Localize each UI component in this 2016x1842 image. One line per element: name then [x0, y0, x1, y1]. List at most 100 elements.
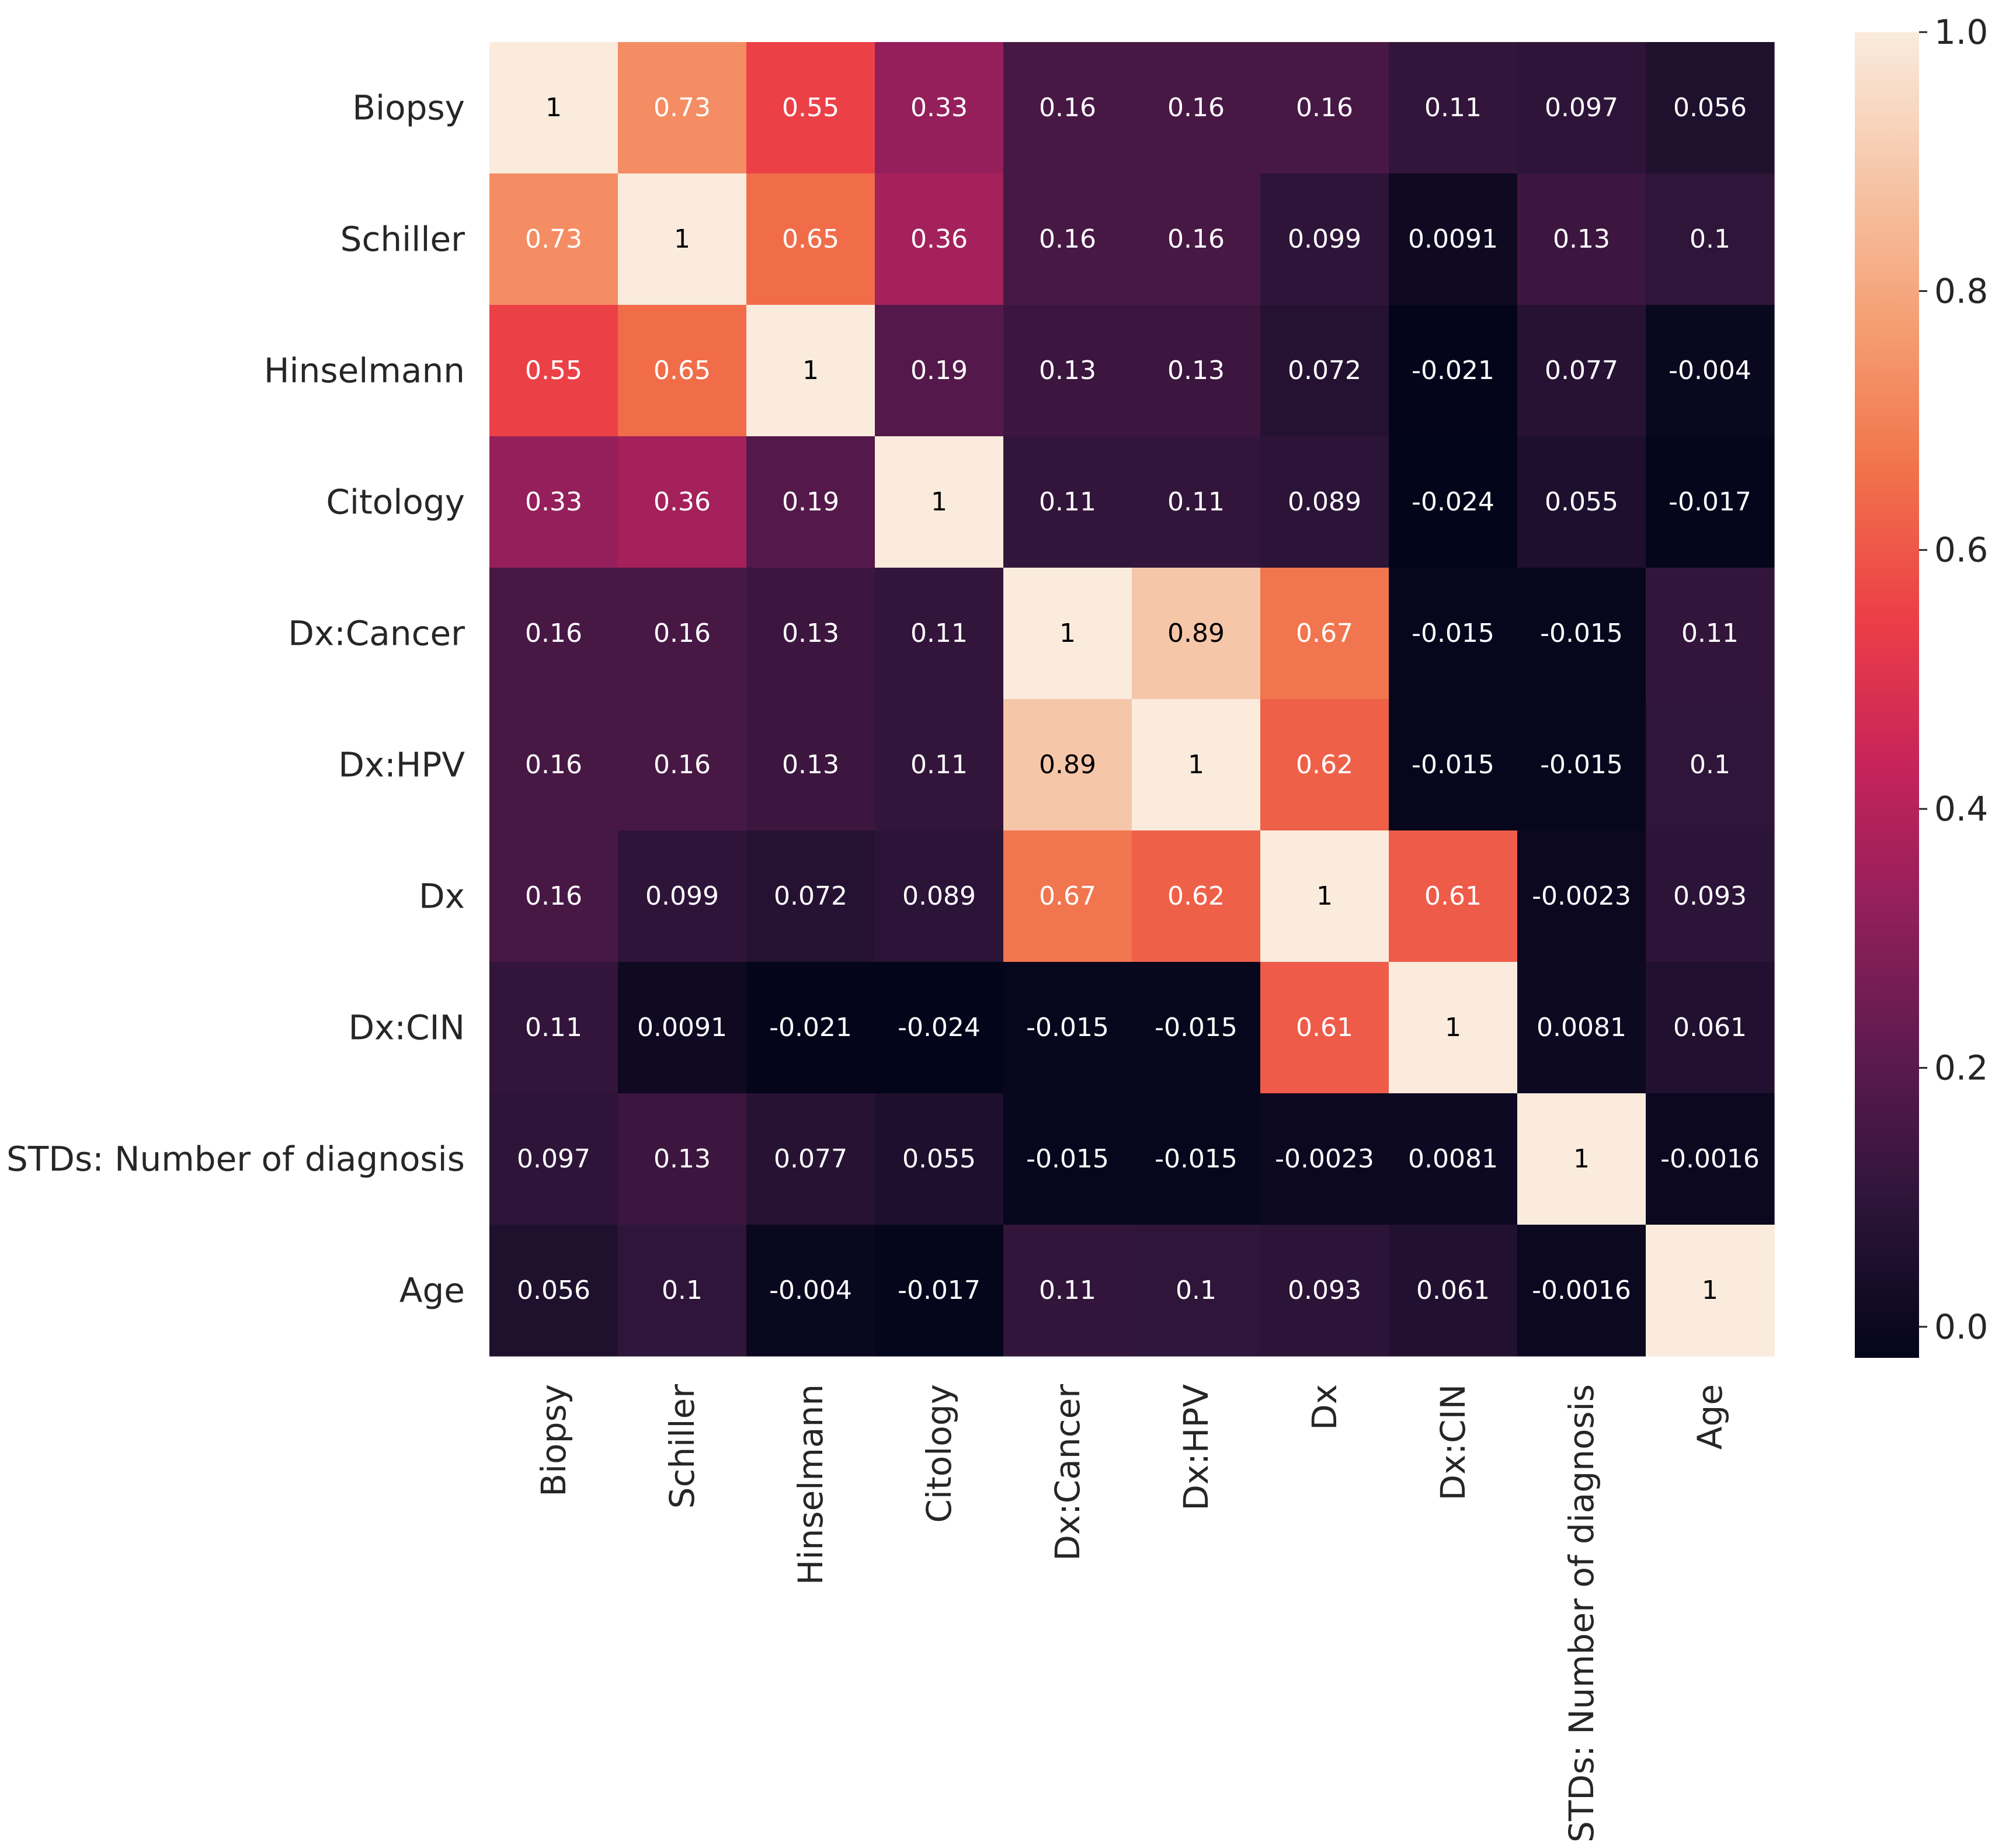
- row-label-dx-hpv: Dx:HPV: [338, 745, 465, 785]
- cell-annotation: 1: [1573, 1144, 1590, 1174]
- cell-annotation: 0.11: [525, 1013, 582, 1042]
- heatmap-cell: [1517, 830, 1646, 962]
- heatmap-cell: [1389, 42, 1518, 174]
- heatmap-cell: [618, 830, 747, 962]
- cell-annotation: 0.16: [525, 618, 582, 648]
- cell-annotation: -0.015: [1412, 618, 1494, 648]
- cell-annotation: -0.004: [769, 1276, 852, 1305]
- heatmap-cell: [1646, 568, 1775, 700]
- heatmap-cell: [489, 305, 618, 437]
- heatmap-cell: [1132, 173, 1261, 305]
- cell-annotation: 0.16: [1167, 224, 1225, 254]
- cell-annotation: 0.16: [654, 618, 711, 648]
- cell-annotation: 0.13: [654, 1144, 711, 1174]
- cell-annotation: -0.015: [1155, 1013, 1238, 1042]
- row-label-dx-cin: Dx:CIN: [348, 1008, 465, 1048]
- heatmap-cell: [1646, 699, 1775, 831]
- cell-annotation: 1: [1188, 750, 1204, 780]
- heatmap-cell: [618, 1225, 747, 1357]
- cell-annotation: 0.1: [1176, 1276, 1216, 1305]
- cell-annotation: 0.33: [525, 487, 582, 517]
- cell-annotation: 0.11: [1039, 1276, 1096, 1305]
- cell-annotation: 0.16: [1039, 93, 1096, 123]
- cell-annotation: 0.11: [910, 618, 968, 648]
- heatmap-cell: [1132, 436, 1261, 568]
- colorbar-tick-label: 1.0: [1934, 12, 1988, 52]
- heatmap-cell: [489, 173, 618, 305]
- column-label-hinselmann: Hinselmann: [791, 1384, 830, 1585]
- cell-annotation: 0.62: [1167, 881, 1225, 911]
- row-label-schiller: Schiller: [340, 220, 465, 259]
- heatmap-cell: [1132, 305, 1261, 437]
- heatmap-cell: [875, 436, 1004, 568]
- heatmap-cell: [1003, 699, 1132, 831]
- column-label-citology: Citology: [919, 1384, 959, 1523]
- heatmap-cell: [1389, 568, 1518, 700]
- cell-annotation: 0.19: [910, 356, 968, 385]
- heatmap-cell: [618, 568, 747, 700]
- colorbar-gradient: [1855, 32, 1919, 1358]
- cell-annotation: 0.36: [654, 487, 711, 517]
- cell-annotation: 1: [1059, 618, 1076, 648]
- cell-annotation: -0.017: [1669, 487, 1751, 517]
- heatmap-cell: [1132, 1225, 1261, 1357]
- heatmap-cell: [1003, 42, 1132, 174]
- row-label-stds-number-of-diagnosis: STDs: Number of diagnosis: [6, 1139, 465, 1179]
- cell-annotation: 0.55: [525, 356, 582, 385]
- cell-annotation: 0.61: [1296, 1013, 1353, 1042]
- cell-annotation: 0.0081: [1408, 1144, 1498, 1174]
- heatmap-cell: [1260, 1225, 1389, 1357]
- cell-annotation: 0.11: [1167, 487, 1225, 517]
- cell-annotation: 0.67: [1039, 881, 1096, 911]
- cell-annotation: 0.16: [1167, 93, 1225, 123]
- cell-annotation: 0.055: [902, 1144, 976, 1174]
- heatmap-cell: [746, 42, 875, 174]
- column-label-schiller: Schiller: [662, 1384, 702, 1509]
- column-label-dx-hpv: Dx:HPV: [1176, 1384, 1216, 1511]
- heatmap-cell: [1646, 42, 1775, 174]
- cell-annotation: 0.55: [782, 93, 839, 123]
- heatmap-cell: [1389, 436, 1518, 568]
- row-label-dx-cancer: Dx:Cancer: [288, 614, 465, 654]
- heatmap-cell: [1389, 173, 1518, 305]
- cell-annotation: 1: [802, 356, 819, 385]
- cell-annotation: 0.093: [1673, 881, 1747, 911]
- colorbar-tick-label: 0.2: [1934, 1048, 1988, 1087]
- heatmap-cell: [1260, 699, 1389, 831]
- column-labels: Biopsy Schiller Hinselmann Citology Dx:Cance…: [534, 1384, 1730, 1842]
- colorbar: 0.0 0.2 0.4 0.6 0.8 1.0: [1855, 12, 1988, 1358]
- heatmap-cell: [1132, 699, 1261, 831]
- heatmap-cell: [1646, 830, 1775, 962]
- heatmap-cell: [875, 830, 1004, 962]
- cell-annotation: 0.16: [525, 750, 582, 780]
- cell-annotation: 0.089: [902, 881, 976, 911]
- heatmap-cell: [1517, 305, 1646, 437]
- cell-annotation: 0.097: [1545, 93, 1618, 123]
- cell-annotation: 0.73: [654, 93, 711, 123]
- heatmap-cell: [875, 42, 1004, 174]
- heatmap-cell: [1260, 305, 1389, 437]
- cell-annotation: 0.11: [1039, 487, 1096, 517]
- cell-annotation: 0.13: [1553, 224, 1610, 254]
- heatmap-cell: [1646, 173, 1775, 305]
- heatmap-cell: [1260, 568, 1389, 700]
- column-label-dx-cancer: Dx:Cancer: [1048, 1384, 1087, 1561]
- heatmap-cell: [746, 830, 875, 962]
- heatmap-cell: [1389, 1093, 1518, 1225]
- row-label-hinselmann: Hinselmann: [264, 351, 465, 391]
- cell-annotation: -0.021: [769, 1013, 852, 1042]
- heatmap-cell: [1517, 436, 1646, 568]
- heatmap-cell: [1260, 436, 1389, 568]
- heatmap-cell: [489, 699, 618, 831]
- heatmap-cell: [489, 568, 618, 700]
- cell-annotation: 0.89: [1039, 750, 1096, 780]
- cell-annotation: 0.13: [1167, 356, 1225, 385]
- cell-annotation: 0.13: [1039, 356, 1096, 385]
- cell-annotation: -0.015: [1540, 750, 1623, 780]
- cell-annotation: -0.0023: [1275, 1144, 1374, 1174]
- heatmap-cell: [1389, 699, 1518, 831]
- heatmap-cell: [1389, 830, 1518, 962]
- heatmap-cell: [1132, 568, 1261, 700]
- heatmap-cell: [618, 305, 747, 437]
- cell-annotation: 0.089: [1288, 487, 1361, 517]
